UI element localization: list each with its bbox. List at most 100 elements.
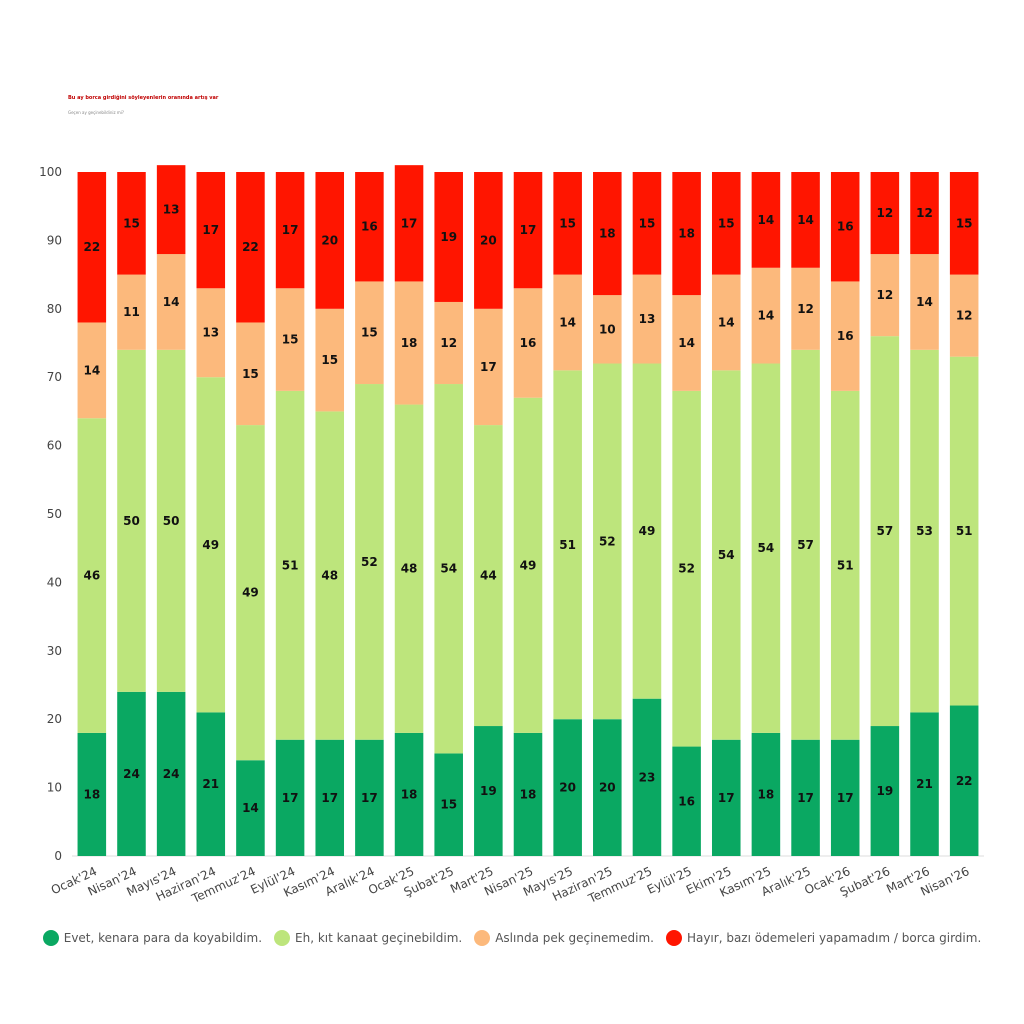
bar-segment [117, 349, 146, 692]
bar-segment [315, 411, 345, 740]
bar-segment [791, 172, 820, 268]
y-tick-label: 100 [39, 165, 62, 179]
data-label: 15 [559, 216, 576, 230]
y-tick-label: 80 [47, 302, 62, 316]
data-label: 17 [321, 791, 338, 805]
data-label: 17 [797, 791, 814, 805]
data-label: 51 [282, 558, 299, 572]
data-label: 16 [361, 220, 378, 234]
bar-segment [672, 746, 701, 856]
bar-segment [593, 172, 622, 296]
bar-segment [830, 739, 860, 856]
data-label: 15 [282, 333, 299, 347]
bar-segment [870, 254, 900, 337]
legend-swatch [474, 930, 491, 946]
bar-segment [156, 165, 186, 255]
legend: Evet, kenara para da koyabildim. Eh, kıt … [0, 930, 1024, 946]
bar-segment [315, 739, 345, 856]
bar-segment [593, 719, 622, 856]
bar-segment [394, 732, 424, 856]
bar-segment [117, 274, 146, 350]
data-label: 16 [837, 329, 854, 343]
bar-segment [632, 172, 662, 275]
data-label: 49 [202, 538, 219, 552]
legend-swatch [42, 930, 59, 946]
data-label: 12 [877, 288, 894, 302]
data-label: 16 [678, 794, 695, 808]
data-label: 17 [718, 791, 735, 805]
data-label: 48 [401, 562, 418, 576]
bar-segment [751, 172, 781, 268]
data-label: 49 [639, 524, 656, 538]
bar-segment [275, 739, 305, 856]
bar-segment [434, 172, 463, 302]
bar-segment [593, 363, 622, 720]
data-label: 51 [956, 524, 973, 538]
bar-segment [77, 172, 107, 323]
data-label: 52 [361, 555, 378, 569]
data-label: 14 [758, 213, 775, 227]
bar-segment [117, 691, 146, 856]
data-label: 18 [401, 336, 418, 350]
data-label: 13 [639, 312, 656, 326]
bar-segment [394, 281, 424, 405]
bar-segment [275, 172, 305, 289]
data-label: 54 [758, 541, 775, 555]
bar-segment [949, 172, 979, 275]
bar-segment [315, 308, 345, 412]
bar-segment [513, 172, 543, 289]
y-tick-label: 70 [47, 370, 62, 384]
legend-swatch [274, 930, 291, 946]
bar-segment [870, 336, 900, 727]
data-label: 54 [718, 548, 735, 562]
data-label: 18 [401, 787, 418, 801]
bar-segment [949, 705, 979, 856]
data-label: 11 [123, 305, 140, 319]
y-tick-label: 30 [47, 644, 62, 658]
bar-segment [156, 349, 186, 692]
legend-label: Aslında pek geçinemedim. [495, 931, 654, 945]
data-label: 17 [837, 791, 854, 805]
bar-segment [156, 691, 186, 856]
bar-segment [553, 172, 582, 275]
bar-segment [672, 295, 701, 391]
bar-segment [236, 760, 265, 856]
bar-segment [394, 404, 424, 733]
data-label: 14 [797, 213, 814, 227]
y-tick-label: 20 [47, 712, 62, 726]
data-label: 15 [440, 798, 457, 812]
bar-segment [553, 274, 582, 371]
bar-segment [474, 425, 503, 727]
data-label: 50 [123, 514, 140, 528]
bar-segment [949, 356, 979, 706]
data-label: 14 [242, 801, 259, 815]
data-label: 17 [401, 216, 418, 230]
data-label: 15 [361, 326, 378, 340]
bar-segment [196, 172, 226, 289]
data-label: 53 [916, 524, 933, 538]
data-label: 46 [83, 569, 100, 583]
data-label: 24 [123, 767, 140, 781]
bar-segment [711, 274, 741, 371]
bar-segment [434, 384, 463, 754]
data-label: 52 [599, 534, 616, 548]
data-label: 12 [877, 206, 894, 220]
y-tick-label: 50 [47, 507, 62, 521]
data-label: 57 [797, 538, 814, 552]
data-label: 18 [758, 787, 775, 801]
legend-label: Evet, kenara para da koyabildim. [63, 931, 263, 945]
bar-segment [751, 267, 781, 364]
bar-segment [711, 739, 741, 856]
data-label: 49 [520, 558, 537, 572]
data-label: 12 [440, 336, 457, 350]
bar-segment [711, 172, 741, 275]
bar-segment [275, 390, 305, 740]
y-tick-label: 60 [47, 439, 62, 453]
legend-label: Hayır, bazı ödemeleri yapamadım / borca … [686, 931, 982, 945]
data-label: 19 [440, 230, 457, 244]
bar-segment [474, 726, 503, 856]
bar-segment [355, 172, 384, 282]
data-label: 12 [916, 206, 933, 220]
bar-segment [236, 322, 265, 426]
data-label: 51 [837, 558, 854, 572]
